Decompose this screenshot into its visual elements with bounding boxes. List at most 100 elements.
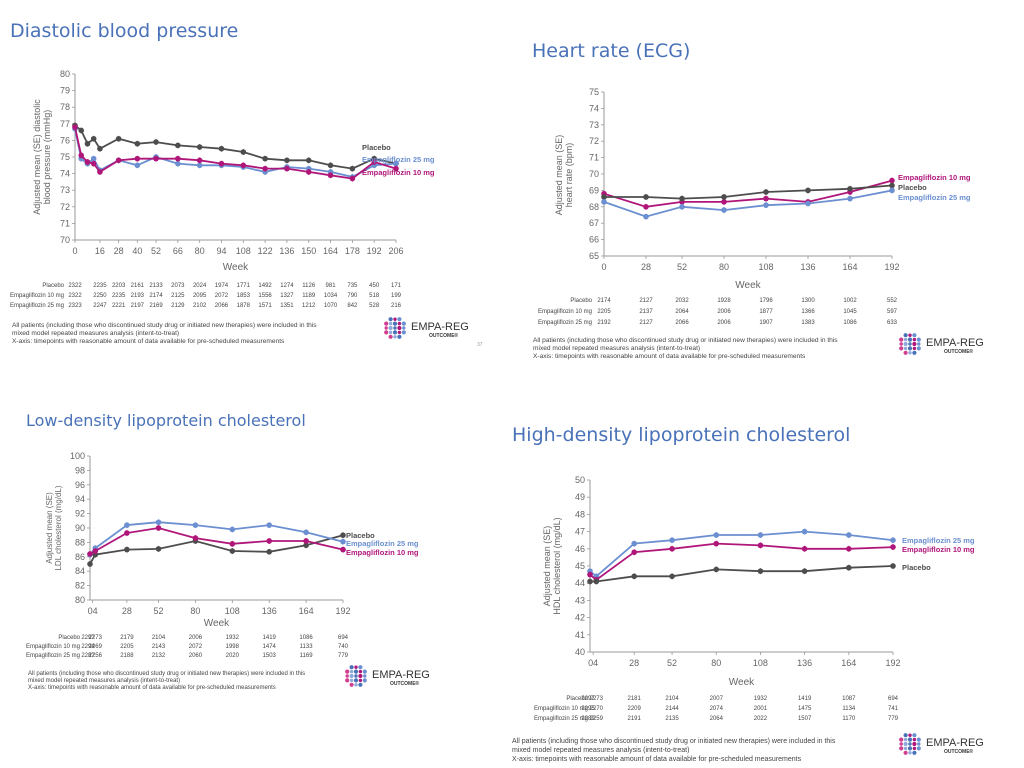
y-axis-label-line: Adjusted mean (SE) — [554, 135, 564, 216]
footnote-hr: All patients (including those who discon… — [533, 337, 838, 361]
data-point — [78, 152, 85, 159]
x-tick-label: 28 — [629, 658, 639, 668]
data-point — [84, 140, 91, 147]
risk-table-cell: 735 — [347, 283, 358, 289]
logo-dot — [903, 746, 908, 751]
risk-table-cell: 2247 — [93, 303, 107, 309]
risk-table-cell: 1034 — [324, 293, 338, 299]
data-point — [801, 546, 808, 552]
logo-dot — [903, 346, 908, 351]
logo-dot — [388, 330, 393, 335]
data-point — [801, 568, 808, 574]
risk-table-cell: 2273 — [89, 635, 103, 641]
x-axis-label: Week — [729, 677, 755, 688]
risk-table-cell: 1300 — [801, 298, 815, 304]
logo-dot — [384, 326, 388, 330]
logo-subtext: OUTCOME® — [944, 748, 974, 755]
risk-table-cell: 2161 — [131, 283, 145, 289]
data-point — [175, 142, 181, 149]
data-point — [134, 140, 141, 147]
y-tick-label: 78 — [60, 102, 70, 112]
risk-table-cell: 2132 — [152, 653, 166, 659]
logo-dot — [917, 742, 921, 746]
data-point — [349, 165, 356, 172]
x-tick-label: 164 — [842, 262, 857, 272]
risk-table-cell: 2323 — [68, 303, 82, 309]
y-axis-label-line: Adjusted mean (SE) diastolic — [32, 99, 42, 215]
data-point — [284, 157, 290, 164]
data-point — [805, 187, 811, 194]
data-point — [305, 169, 312, 175]
logo-dot — [388, 334, 393, 339]
risk-table-cell: 1507 — [798, 716, 812, 722]
data-point — [601, 199, 607, 205]
legend-label: Empagliflozin 25 mg — [362, 155, 435, 164]
data-point — [846, 546, 852, 552]
footnote-line: All patients (including those who discon… — [28, 671, 306, 677]
data-point — [721, 207, 727, 213]
risk-table-cell: 1133 — [300, 644, 314, 650]
logo-dot — [397, 334, 402, 339]
legend-label: Placebo — [362, 143, 391, 152]
risk-table-cell: 2125 — [171, 293, 185, 299]
data-point — [153, 139, 159, 145]
risk-table-cell: 1274 — [280, 283, 294, 289]
x-tick-label: 80 — [719, 262, 729, 272]
risk-table-label: Placebo — [570, 298, 592, 304]
risk-table-cell: 1571 — [258, 303, 272, 309]
risk-table-cell: 2259 — [590, 716, 604, 722]
risk-table-cell: 2174 — [597, 298, 611, 304]
risk-table-cell: 1932 — [754, 696, 768, 702]
risk-table-cell: 2073 — [171, 283, 185, 289]
logo-dot — [392, 321, 398, 326]
y-tick-label: 82 — [75, 581, 85, 591]
y-tick-label: 90 — [75, 523, 85, 533]
data-point — [757, 568, 764, 574]
data-point — [196, 144, 203, 150]
y-tick-label: 86 — [75, 552, 85, 562]
risk-table-cell: 2074 — [710, 706, 724, 712]
logo-dot — [349, 682, 354, 687]
logo-dot — [912, 341, 917, 347]
data-point — [713, 540, 720, 547]
x-tick-label: 206 — [388, 246, 403, 256]
logo-dot — [903, 333, 908, 338]
data-point — [349, 175, 356, 182]
legend-label: Empagliflozin 10 mg — [362, 168, 435, 177]
risk-table-cell: 779 — [888, 716, 899, 722]
risk-table-cell: 1878 — [237, 303, 251, 309]
x-tick-label: 192 — [884, 262, 899, 272]
x-tick-label: 164 — [299, 606, 314, 616]
legend-label: Empagliflozin 10 mg — [902, 545, 975, 554]
risk-table-cell: 2322 — [68, 283, 82, 289]
data-point — [115, 157, 122, 164]
logo-dot — [903, 750, 908, 755]
y-tick-label: 79 — [60, 86, 70, 96]
data-point — [763, 189, 769, 195]
logo-dot — [907, 737, 913, 742]
y-tick-label: 44 — [575, 578, 585, 588]
risk-table-cell: 1932 — [226, 635, 240, 641]
y-tick-label: 48 — [575, 509, 585, 519]
risk-table-cell: 1327 — [280, 293, 294, 299]
footnote-line: All patients (including those who discon… — [533, 337, 838, 344]
empa-reg-logo: EMPA-REG OUTCOME® — [384, 317, 469, 339]
page-number: 37 — [477, 342, 483, 348]
logo-dot — [899, 342, 903, 346]
y-tick-label: 49 — [575, 492, 585, 502]
data-point — [631, 549, 637, 556]
logo-dot — [362, 678, 367, 683]
empa-reg-logo: EMPA-REG OUTCOME® — [345, 665, 430, 687]
data-point — [643, 194, 649, 200]
risk-table-cell: 450 — [369, 283, 380, 289]
risk-table-cell: 2197 — [131, 303, 145, 309]
data-point — [327, 172, 334, 179]
risk-table-cell: 1086 — [299, 635, 313, 641]
risk-table-cell: 842 — [347, 303, 358, 309]
risk-table-cell: 2169 — [149, 303, 163, 309]
data-point — [587, 578, 593, 585]
logo-dot — [349, 669, 354, 674]
logo-dot — [912, 350, 917, 355]
data-point — [303, 542, 309, 549]
